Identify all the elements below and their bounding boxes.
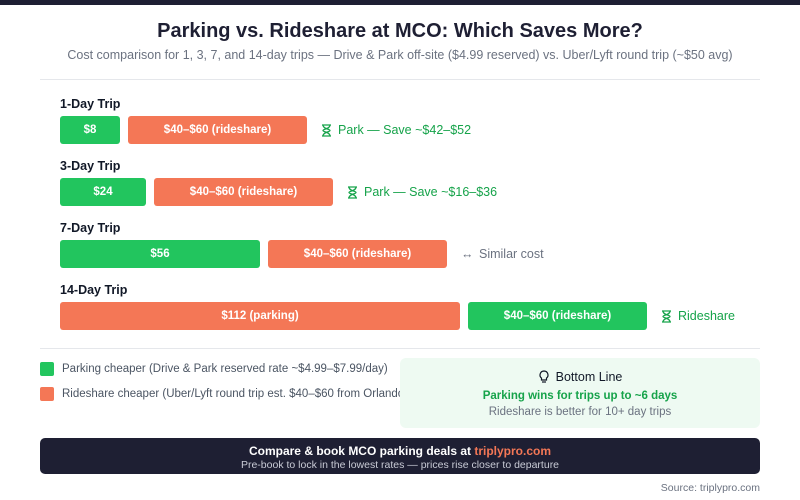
trip-label: 1-Day Trip bbox=[60, 97, 121, 111]
page-title: Parking vs. Rideshare at MCO: Which Save… bbox=[157, 20, 643, 42]
legend-swatch bbox=[40, 362, 54, 376]
bar-parking: $24 bbox=[60, 178, 146, 206]
bar-parking: $8 bbox=[60, 116, 120, 144]
legend-item-rideshare: Rideshare cheaper (Uber/Lyft round trip … bbox=[40, 387, 400, 401]
double-arrow-icon: ↔ bbox=[461, 247, 474, 261]
verdict-label: Park — Save ~$42–$52 bbox=[321, 116, 471, 144]
bottom-line-sub: Rideshare is better for 10+ day trips bbox=[488, 406, 672, 418]
verdict-label: Rideshare bbox=[661, 302, 735, 330]
trip-label: 3-Day Trip bbox=[60, 159, 121, 173]
legend-item-parking: Parking cheaper (Drive & Park reserved r… bbox=[40, 362, 400, 376]
verdict-text: Park — Save ~$42–$52 bbox=[338, 123, 472, 137]
hourglass-icon bbox=[348, 185, 357, 199]
cta-sub-text: Pre-book to lock in the lowest rates — p… bbox=[240, 459, 560, 471]
divider bbox=[40, 348, 760, 349]
bottom-line-heading: Bottom Line bbox=[555, 370, 623, 384]
cta-text: Compare & book MCO parking deals at bbox=[248, 444, 475, 458]
bar-rideshare: $40–$60 (rideshare) bbox=[468, 302, 647, 330]
verdict-text: Similar cost bbox=[479, 247, 544, 261]
cta-main-text: Compare & book MCO parking deals at trip… bbox=[40, 444, 760, 458]
bottom-line-box: Bottom Line Parking wins for trips up to… bbox=[400, 358, 760, 428]
bar-rideshare: $40–$60 (rideshare) bbox=[154, 178, 333, 206]
trip-label: 14-Day Trip bbox=[60, 283, 128, 297]
verdict-text: Rideshare bbox=[678, 309, 735, 323]
bar-rideshare: $40–$60 (rideshare) bbox=[268, 240, 447, 268]
verdict-text: Park — Save ~$16–$36 bbox=[364, 185, 498, 199]
divider bbox=[40, 79, 760, 80]
trip-label: 7-Day Trip bbox=[60, 221, 121, 235]
source-note: Source: triplypro.com bbox=[660, 482, 760, 494]
bar-parking: $112 (parking) bbox=[60, 302, 460, 330]
hourglass-icon bbox=[322, 123, 331, 137]
legend-label: Rideshare cheaper (Uber/Lyft round trip … bbox=[62, 388, 400, 400]
bottom-line-heading-row: Bottom Line bbox=[400, 370, 760, 384]
page-subtitle: Cost comparison for 1, 3, 7, and 14-day … bbox=[67, 48, 733, 62]
legend-label: Parking cheaper (Drive & Park reserved r… bbox=[62, 363, 388, 375]
bar-rideshare: $40–$60 (rideshare) bbox=[128, 116, 307, 144]
verdict-label: ↔ Similar cost bbox=[461, 240, 544, 268]
bar-parking: $56 bbox=[60, 240, 260, 268]
top-strip bbox=[0, 0, 800, 5]
bottom-line-main: Parking wins for trips up to ~6 days bbox=[482, 390, 678, 402]
legend-swatch bbox=[40, 387, 54, 401]
cta-banner[interactable]: Compare & book MCO parking deals at trip… bbox=[40, 438, 760, 474]
cta-link[interactable]: triplypro.com bbox=[474, 444, 552, 458]
hourglass-icon bbox=[662, 309, 671, 323]
verdict-label: Park — Save ~$16–$36 bbox=[347, 178, 497, 206]
lightbulb-icon bbox=[539, 370, 549, 383]
